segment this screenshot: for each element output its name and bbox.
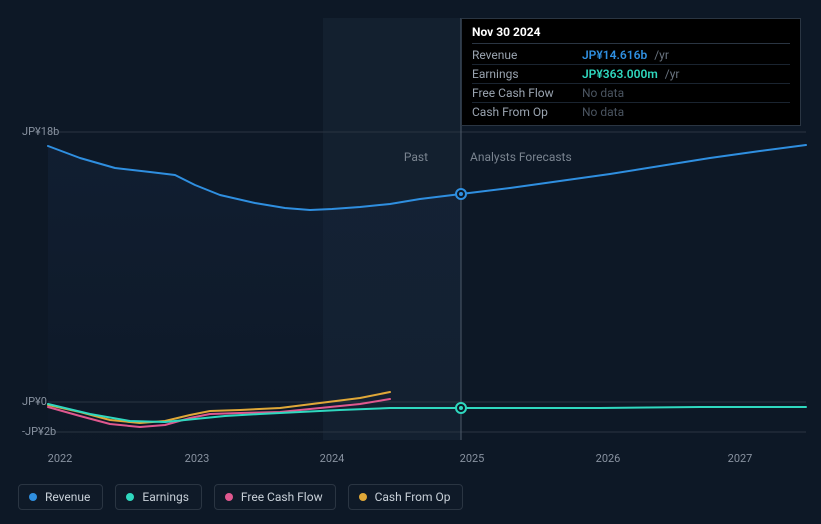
tooltip-row: Free Cash FlowNo data	[472, 84, 790, 103]
legend: Revenue Earnings Free Cash Flow Cash From O…	[18, 484, 463, 510]
legend-item-label: Free Cash Flow	[241, 490, 323, 504]
legend-item-label: Revenue	[45, 490, 90, 504]
x-axis-tick-label: 2022	[48, 452, 73, 465]
tooltip-row: EarningsJP¥363.000m /yr	[472, 65, 790, 84]
tooltip-row: RevenueJP¥14.616b /yr	[472, 46, 790, 65]
x-axis-tick-label: 2027	[728, 452, 753, 465]
region-label-forecast: Analysts Forecasts	[470, 150, 572, 164]
tooltip-row-label: Cash From Op	[472, 103, 582, 122]
legend-item-earnings[interactable]: Earnings	[115, 484, 202, 510]
x-axis-tick-label: 2023	[185, 452, 210, 465]
tooltip-row-value: JP¥363.000m /yr	[582, 65, 790, 84]
hover-tooltip: Nov 30 2024 RevenueJP¥14.616b /yrEarning…	[461, 18, 801, 126]
legend-dot-icon	[29, 493, 37, 501]
legend-item-revenue[interactable]: Revenue	[18, 484, 103, 510]
tooltip-row-value: No data	[582, 103, 790, 122]
tooltip-row-label: Earnings	[472, 65, 582, 84]
x-axis-tick-label: 2024	[320, 452, 345, 465]
tooltip-row-label: Revenue	[472, 46, 582, 65]
legend-item-label: Earnings	[142, 490, 189, 504]
tooltip-table: RevenueJP¥14.616b /yrEarningsJP¥363.000m…	[472, 46, 790, 121]
x-axis-tick-label: 2026	[596, 452, 621, 465]
y-axis-tick-label: JP¥0	[22, 395, 47, 408]
y-axis-tick-label: JP¥18b	[22, 125, 59, 138]
legend-dot-icon	[126, 493, 134, 501]
tooltip-row: Cash From OpNo data	[472, 103, 790, 122]
financial-forecast-chart: JP¥18b JP¥0 -JP¥2b 2022 2023 2024 2025 2026 202…	[0, 0, 821, 524]
x-axis-tick-label: 2025	[460, 452, 485, 465]
tooltip-date: Nov 30 2024	[472, 25, 790, 44]
tooltip-row-value: No data	[582, 84, 790, 103]
y-axis-tick-label: -JP¥2b	[22, 425, 56, 438]
legend-dot-icon	[359, 493, 367, 501]
legend-item-fcf[interactable]: Free Cash Flow	[214, 484, 336, 510]
legend-item-cfo[interactable]: Cash From Op	[348, 484, 464, 510]
region-label-past: Past	[404, 150, 428, 164]
legend-item-label: Cash From Op	[375, 490, 451, 504]
legend-dot-icon	[225, 493, 233, 501]
tooltip-row-label: Free Cash Flow	[472, 84, 582, 103]
tooltip-row-value: JP¥14.616b /yr	[582, 46, 790, 65]
